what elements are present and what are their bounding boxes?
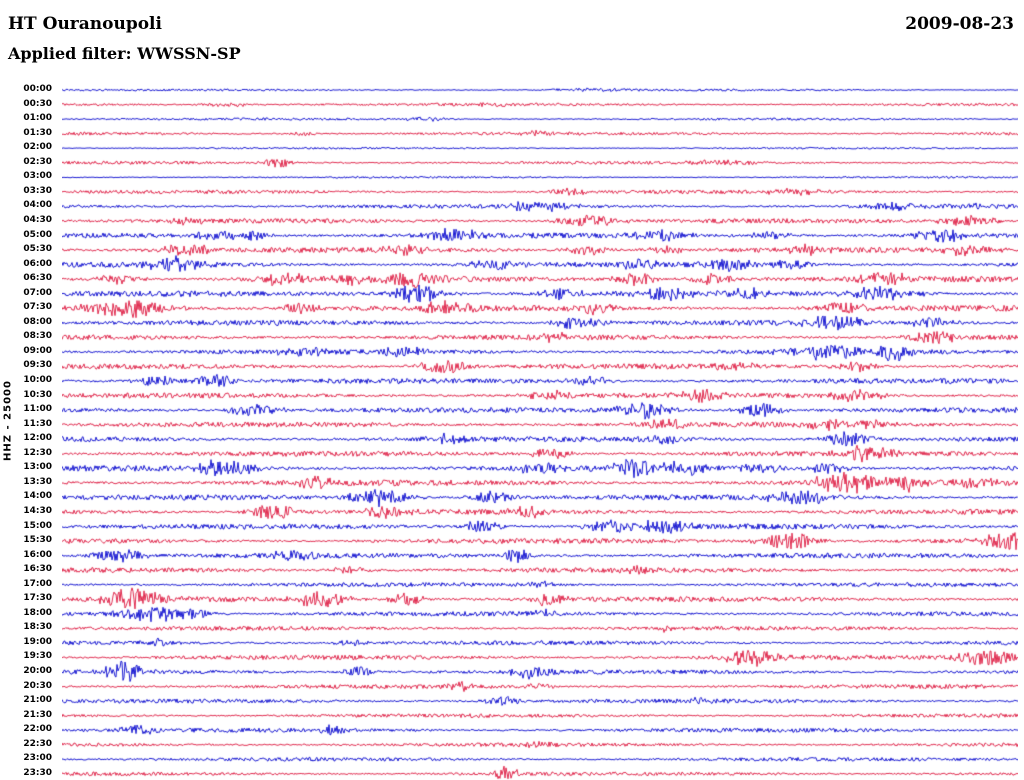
time-label: 02:30 [23, 156, 52, 167]
time-label: 14:30 [23, 505, 52, 516]
time-label: 17:00 [23, 578, 52, 589]
time-label: 21:30 [23, 709, 52, 720]
time-label: 05:30 [23, 244, 52, 255]
applied-filter-label: Applied filter: WWSSN-SP [8, 44, 241, 63]
time-label: 20:30 [23, 680, 52, 691]
time-label: 12:30 [23, 447, 52, 458]
time-label: 06:00 [23, 258, 52, 269]
time-label: 05:00 [23, 229, 52, 240]
time-label: 04:00 [23, 200, 52, 211]
time-label: 04:30 [23, 214, 52, 225]
time-label: 08:00 [23, 316, 52, 327]
time-label: 16:30 [23, 564, 52, 575]
time-label: 16:00 [23, 549, 52, 560]
time-label: 03:30 [23, 185, 52, 196]
time-label: 01:00 [23, 113, 52, 124]
time-label: 19:30 [23, 651, 52, 662]
time-label: 18:30 [23, 622, 52, 633]
time-label: 07:30 [23, 302, 52, 313]
time-label: 00:30 [23, 98, 52, 109]
time-label: 08:30 [23, 331, 52, 342]
time-label: 10:00 [23, 375, 52, 385]
time-label: 11:30 [23, 418, 52, 429]
time-label: 06:30 [23, 273, 52, 284]
time-label: 07:00 [23, 287, 52, 298]
helicorder-trace-canvas [62, 82, 1018, 780]
time-label: 03:00 [23, 171, 52, 182]
time-label: 15:00 [23, 520, 52, 531]
time-label: 22:00 [23, 724, 52, 735]
time-label: 10:30 [23, 389, 52, 400]
time-label: 13:00 [23, 462, 52, 473]
time-label: 12:00 [23, 433, 52, 444]
time-label: 01:30 [23, 127, 52, 138]
time-label: 15:30 [23, 535, 52, 546]
time-label: 09:30 [23, 360, 52, 371]
time-label: 23:00 [23, 753, 52, 764]
station-title: HT Ouranoupoli [8, 14, 162, 34]
time-label: 14:00 [23, 491, 52, 502]
time-label: 17:30 [23, 593, 52, 604]
time-label: 00:00 [23, 84, 52, 94]
time-label: 22:30 [23, 738, 52, 749]
time-label: 02:00 [23, 142, 52, 153]
date-label: 2009-08-23 [905, 14, 1014, 34]
time-label: 11:00 [23, 404, 52, 415]
time-label: 23:30 [23, 767, 52, 778]
time-label: 19:00 [23, 636, 52, 647]
time-label: 13:30 [23, 476, 52, 487]
time-label: 09:00 [23, 345, 52, 356]
time-label: 18:00 [23, 607, 52, 618]
time-label: 21:00 [23, 695, 52, 706]
time-label: 20:00 [23, 666, 52, 676]
